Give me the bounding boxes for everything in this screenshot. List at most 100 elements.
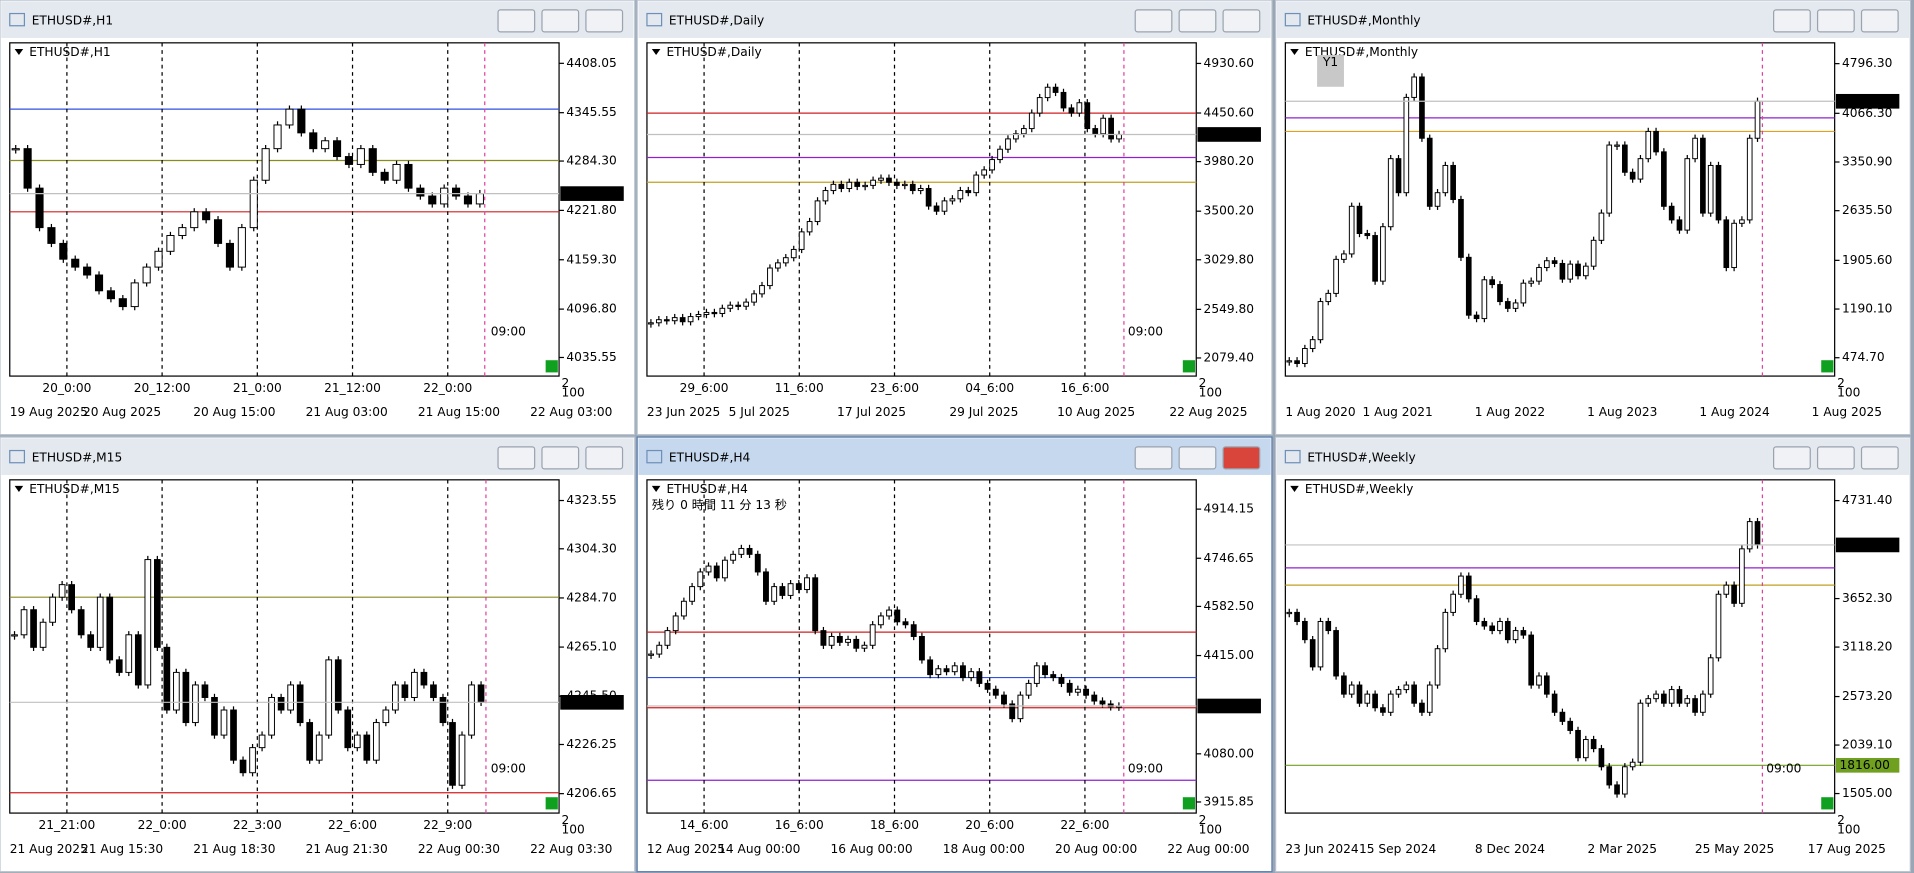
maximize-button[interactable] <box>541 446 580 470</box>
separator-label: 14_6:00 <box>680 818 729 832</box>
candle <box>1582 265 1589 277</box>
candle <box>820 630 827 646</box>
candle <box>344 709 352 749</box>
close-button[interactable] <box>1222 9 1261 33</box>
candle <box>71 258 80 268</box>
candle <box>845 638 851 643</box>
candle <box>997 148 1003 161</box>
price-box <box>1835 93 1900 109</box>
candle <box>1489 279 1496 286</box>
scroll-button[interactable] <box>545 797 558 810</box>
candle <box>1458 575 1464 595</box>
candle <box>711 311 718 315</box>
candle <box>334 659 342 711</box>
candle <box>1622 766 1628 795</box>
candle <box>981 169 988 176</box>
candle <box>1108 117 1114 140</box>
close-button[interactable] <box>1860 446 1899 470</box>
separator-label: 29_6:00 <box>680 381 729 395</box>
candle <box>943 668 950 673</box>
candle <box>475 193 484 205</box>
candle <box>973 174 980 194</box>
date-label: 16 Aug 00:00 <box>830 842 912 856</box>
minimize-button[interactable] <box>1773 9 1811 33</box>
price-label: 4243.07 <box>1201 127 1251 141</box>
candle <box>39 621 47 648</box>
separator-label: 18_6:00 <box>870 818 919 832</box>
close-button[interactable] <box>1860 9 1899 33</box>
candle <box>213 219 223 244</box>
candle <box>1715 593 1722 659</box>
maximize-button[interactable] <box>1178 9 1217 33</box>
candle <box>1033 665 1040 684</box>
candle <box>1598 748 1605 768</box>
candle <box>1309 339 1316 350</box>
candle <box>77 609 85 636</box>
candle <box>1614 784 1620 795</box>
minimize-button[interactable] <box>1773 446 1811 470</box>
candle <box>730 553 737 561</box>
scroll-button[interactable] <box>545 360 558 373</box>
chart-menu-arrow[interactable] <box>1290 48 1299 56</box>
separator-label: 22_0:00 <box>423 381 472 395</box>
chart-menu-arrow[interactable] <box>651 48 661 56</box>
minimize-button[interactable] <box>1134 9 1173 33</box>
maximize-button[interactable] <box>1178 446 1217 470</box>
date-label: 22 Aug 03:00 <box>530 405 612 419</box>
chart-menu-arrow[interactable] <box>14 485 24 493</box>
maximize-button[interactable] <box>541 9 580 33</box>
candle <box>1746 521 1753 550</box>
candle <box>1567 263 1574 280</box>
minimize-button[interactable] <box>497 446 536 470</box>
scroll-button[interactable] <box>1182 360 1196 373</box>
candle <box>1559 262 1566 280</box>
candle <box>1020 128 1027 135</box>
y-tick-label: 474.70 <box>1842 350 1885 364</box>
candle <box>249 747 256 774</box>
close-button[interactable] <box>585 446 624 470</box>
maximize-button[interactable] <box>1816 446 1855 470</box>
chart-window: ETHUSD#,H4 4914.15 4746.65 4582.50 4415.00 40… <box>636 436 1273 873</box>
candle <box>1074 688 1081 693</box>
bar-time: 09:00 <box>1128 762 1163 776</box>
candle <box>1653 693 1659 700</box>
chart-menu-arrow[interactable] <box>651 485 661 493</box>
candle <box>1676 219 1683 231</box>
date-label: 29 Jul 2025 <box>949 405 1018 419</box>
candle <box>1317 620 1324 668</box>
candle <box>237 227 246 268</box>
candle <box>1450 164 1456 200</box>
chart-menu-arrow[interactable] <box>1290 485 1299 493</box>
date-label: 21 Aug 2025 <box>10 842 88 856</box>
candle <box>927 659 934 676</box>
chart-menu-arrow[interactable] <box>14 48 24 56</box>
candle <box>1598 212 1605 241</box>
candle <box>1739 219 1745 224</box>
candle <box>655 319 662 324</box>
scroll-button[interactable] <box>1182 797 1196 810</box>
close-button[interactable] <box>1222 446 1261 470</box>
candle <box>828 635 835 646</box>
candle <box>1387 158 1394 228</box>
candle <box>804 577 810 591</box>
candle <box>663 319 670 322</box>
candle <box>134 634 142 686</box>
candle <box>671 317 678 322</box>
minimize-button[interactable] <box>1134 446 1173 470</box>
scroll-button[interactable] <box>1821 360 1834 373</box>
candle <box>1356 205 1363 235</box>
candle <box>727 304 734 309</box>
y-tick-label: 2549.80 <box>1204 302 1254 316</box>
candle <box>910 624 917 637</box>
minimize-button[interactable] <box>497 9 536 33</box>
maximize-button[interactable] <box>1816 9 1855 33</box>
date-label: 18 Aug 00:00 <box>943 842 1025 856</box>
price-box <box>1835 537 1900 553</box>
y-tick-label: 4284.30 <box>566 154 616 168</box>
candle <box>1629 171 1636 180</box>
candle <box>846 181 853 189</box>
date-label: 23 Jun 2025 <box>647 405 720 419</box>
candle <box>719 307 726 314</box>
close-button[interactable] <box>585 9 624 33</box>
scroll-button[interactable] <box>1821 797 1834 810</box>
